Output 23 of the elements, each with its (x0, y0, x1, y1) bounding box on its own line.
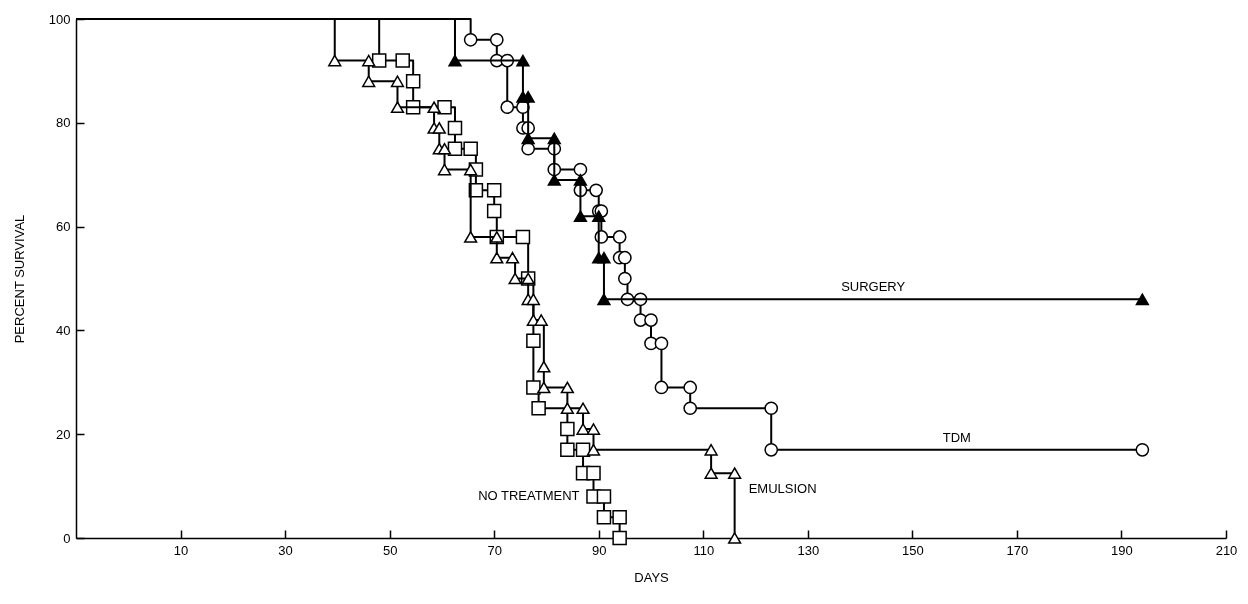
x-tick-label: 90 (591, 542, 607, 558)
series-label: EMULSION (748, 481, 817, 497)
y-tick-label: 80 (56, 115, 71, 131)
x-tick-label: 210 (1215, 542, 1238, 558)
x-tick-label: 30 (278, 542, 293, 558)
y-tick-label: 40 (56, 322, 71, 338)
y-tick-label: 20 (56, 426, 71, 442)
x-tick-label: 110 (693, 542, 715, 558)
x-tick-label: 70 (487, 542, 502, 558)
x-axis-title: DAYS (634, 569, 670, 585)
y-tick-label: 100 (48, 11, 71, 27)
x-tick-label: 10 (173, 542, 189, 558)
y-tick-label: 60 (56, 219, 71, 235)
x-tick-label: 190 (1111, 542, 1133, 558)
y-axis-title: PERCENT SURVIVAL (11, 214, 27, 344)
x-tick-label: 130 (797, 542, 820, 558)
y-tick-label: 0 (63, 530, 71, 546)
series-label: TDM (942, 429, 971, 445)
x-tick-label: 170 (1006, 542, 1029, 558)
series-label: NO TREATMENT (478, 488, 580, 504)
x-tick-label: 150 (902, 542, 924, 558)
x-tick-label: 50 (382, 542, 398, 558)
series-label: SURGERY (841, 279, 906, 295)
